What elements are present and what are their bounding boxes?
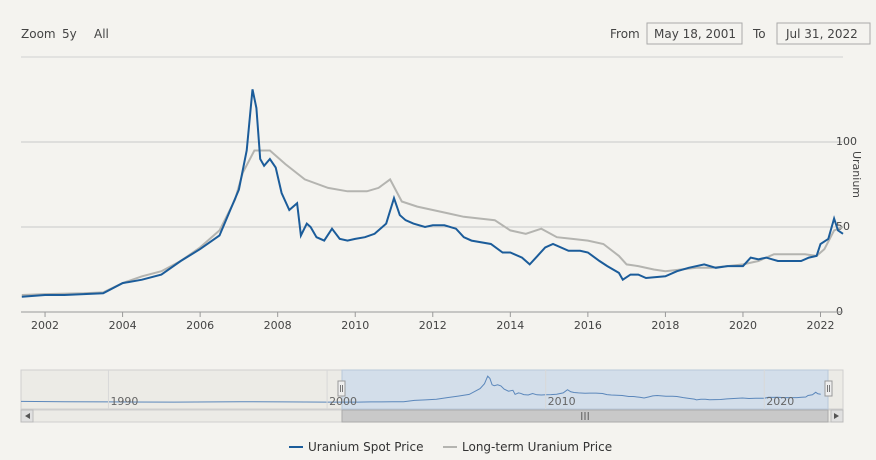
x-tick-label: 2018 bbox=[651, 319, 679, 332]
scrollbar-grip: III bbox=[580, 410, 590, 423]
navigator-x-label: 2000 bbox=[329, 395, 357, 408]
from-date-input[interactable] bbox=[646, 22, 743, 45]
plot-area: 050100 Uranium 2002200420062008201020122… bbox=[21, 56, 863, 332]
longterm-price-line bbox=[21, 149, 844, 296]
x-tick-label: 2002 bbox=[31, 319, 59, 332]
legend-label-spot: Uranium Spot Price bbox=[308, 440, 424, 454]
x-tick-label: 2010 bbox=[341, 319, 369, 332]
legend: Uranium Spot Price Long-term Uranium Pri… bbox=[289, 440, 612, 454]
navigator-x-label: 2020 bbox=[766, 395, 794, 408]
x-tick-label: 2006 bbox=[186, 319, 214, 332]
range-selector: Zoom 5y All From May 18, 2001 To Jul 31,… bbox=[21, 22, 871, 45]
x-tick-label: 2012 bbox=[419, 319, 447, 332]
from-date-value: May 18, 2001 bbox=[654, 27, 736, 41]
x-tick-label: 2022 bbox=[807, 319, 835, 332]
to-date-value: Jul 31, 2022 bbox=[785, 27, 858, 41]
zoom-5y-button[interactable]: 5y bbox=[62, 27, 77, 41]
from-label: From bbox=[610, 27, 640, 41]
x-tick-label: 2016 bbox=[574, 319, 602, 332]
to-label: To bbox=[752, 27, 766, 41]
navigator-handle-right[interactable] bbox=[824, 380, 833, 397]
to-date-input[interactable] bbox=[776, 22, 871, 45]
grid-lines bbox=[21, 141, 843, 228]
x-tick-label: 2004 bbox=[109, 319, 137, 332]
navigator-x-label: 2010 bbox=[548, 395, 576, 408]
navigator-handle-left[interactable] bbox=[337, 380, 346, 397]
scrollbar-thumb[interactable] bbox=[341, 409, 829, 423]
navigator-selected-range[interactable] bbox=[341, 369, 829, 410]
legend-label-longterm: Long-term Uranium Price bbox=[462, 440, 612, 454]
legend-item-longterm[interactable]: Long-term Uranium Price bbox=[443, 440, 612, 454]
legend-item-spot[interactable]: Uranium Spot Price bbox=[289, 440, 424, 454]
scrollbar[interactable]: III bbox=[20, 409, 844, 423]
y-axis-title: Uranium bbox=[850, 151, 863, 198]
x-tick-label: 2020 bbox=[729, 319, 757, 332]
navigator-axis-labels: 1990 2000 2010 2020 bbox=[107, 370, 794, 409]
zoom-all-button[interactable]: All bbox=[94, 27, 109, 41]
scroll-right-arrow-icon bbox=[834, 413, 839, 419]
zoom-label: Zoom bbox=[21, 27, 56, 41]
navigator: 1990 2000 2010 2020 bbox=[20, 369, 844, 410]
navigator-x-label: 1990 bbox=[110, 395, 138, 408]
x-tick-label: 2008 bbox=[264, 319, 292, 332]
y-tick-label: 50 bbox=[836, 220, 850, 233]
y-tick-label: 100 bbox=[836, 135, 857, 148]
navigator-series-line bbox=[20, 375, 821, 403]
x-axis-ticks: 2002 2004 2006 2008 2010 2012 2014 2016 2018 2020… bbox=[31, 312, 835, 332]
spot-price-line bbox=[21, 89, 844, 298]
x-tick-label: 2014 bbox=[496, 319, 524, 332]
scroll-left-arrow-icon bbox=[25, 413, 30, 419]
